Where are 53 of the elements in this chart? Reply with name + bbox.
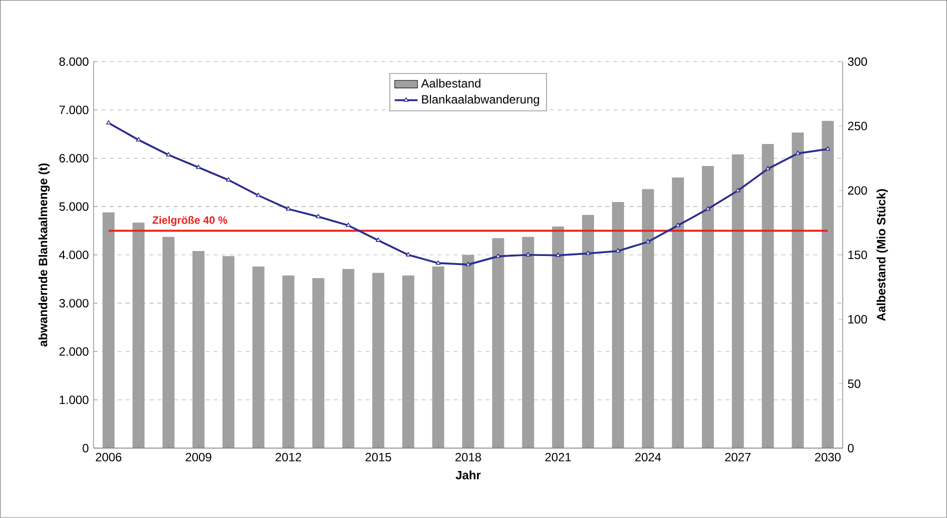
x-tick-label: 2021 bbox=[545, 452, 571, 462]
y2-tick-label: 300 bbox=[848, 57, 868, 66]
y-tick-label: 1.000 bbox=[60, 396, 88, 404]
point bbox=[675, 222, 680, 228]
x-tick-label: 2012 bbox=[276, 452, 302, 462]
y2-axis-title: Aalbestand (Mio Stück) bbox=[876, 189, 888, 322]
point bbox=[346, 222, 351, 228]
point bbox=[256, 192, 261, 198]
x-tick-label: 2015 bbox=[366, 452, 392, 462]
y-tick-label: 0 bbox=[82, 444, 88, 453]
y-tick-label: 6.000 bbox=[59, 154, 88, 163]
point bbox=[825, 146, 830, 151]
point bbox=[466, 262, 471, 266]
point bbox=[376, 238, 381, 242]
point bbox=[795, 150, 800, 156]
point bbox=[196, 164, 201, 170]
point bbox=[166, 152, 171, 157]
y-tick-label: 7.000 bbox=[59, 106, 88, 114]
legend-label: Aalbestand bbox=[421, 78, 480, 88]
ref-line-label: Zielgröße 40 % bbox=[152, 216, 228, 226]
y-tick-label: 4.000 bbox=[59, 250, 88, 260]
point bbox=[526, 252, 531, 257]
x-tick-label: 2027 bbox=[725, 452, 751, 462]
point bbox=[765, 166, 770, 171]
y2-tick-label: 150 bbox=[848, 250, 868, 260]
point bbox=[735, 188, 740, 192]
x-axis-title: Jahr bbox=[456, 470, 481, 480]
point bbox=[406, 252, 411, 257]
x-tick-label: 2024 bbox=[635, 452, 661, 462]
y-tick-label: 5.000 bbox=[59, 202, 88, 211]
y-tick-label: 8.000 bbox=[59, 57, 88, 66]
y-axis-title: abwandernde Blankaalmenge (t) bbox=[38, 164, 50, 347]
x-tick-label: 2018 bbox=[455, 452, 481, 462]
point bbox=[496, 254, 501, 258]
y2-tick-label: 200 bbox=[848, 186, 868, 195]
point bbox=[436, 260, 441, 265]
point bbox=[316, 214, 321, 218]
x-tick-label: 2006 bbox=[96, 452, 122, 462]
legend-label: Blankaalabwanderung bbox=[422, 94, 540, 106]
point bbox=[226, 177, 231, 182]
x-tick-label: 2030 bbox=[815, 452, 841, 462]
point bbox=[106, 120, 112, 125]
point bbox=[616, 248, 620, 253]
point bbox=[586, 250, 591, 256]
y2-tick-label: 100 bbox=[848, 315, 868, 324]
y-tick-label: 2.000 bbox=[59, 347, 88, 356]
point bbox=[286, 206, 291, 211]
y2-tick-label: 50 bbox=[848, 380, 860, 388]
y-tick-label: 3.000 bbox=[59, 299, 88, 308]
point bbox=[556, 252, 561, 258]
y2-tick-label: 250 bbox=[848, 122, 868, 130]
y2-tick-label: 0 bbox=[848, 444, 854, 453]
x-tick-label: 2009 bbox=[186, 452, 212, 462]
